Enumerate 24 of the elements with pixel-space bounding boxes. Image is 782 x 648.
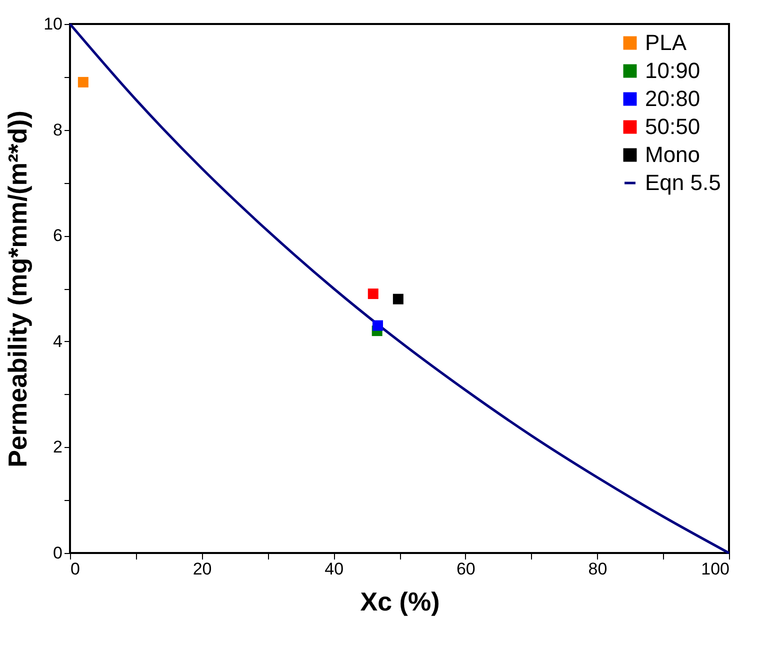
legend-label: 20:80 — [645, 86, 700, 111]
x-tick-label: 40 — [324, 560, 344, 578]
legend-label: Eqn 5.5 — [645, 170, 721, 195]
y-tick-label: 2 — [53, 438, 62, 457]
x-tick-label: 20 — [192, 560, 212, 578]
x-axis-title: Xc (%) — [360, 586, 440, 616]
point — [392, 294, 404, 304]
y-axis-title: Permeability (mg*mm/(m²*d)) — [2, 110, 33, 468]
y-tick-label: 0 — [53, 544, 62, 562]
x-tick-label: 60 — [456, 560, 476, 578]
point — [368, 288, 378, 300]
point — [372, 320, 383, 331]
legend-label: 50:50 — [645, 114, 700, 139]
x-tick-label: 80 — [588, 560, 608, 578]
legend-label: 10:90 — [645, 58, 700, 83]
y-tick-label: 6 — [53, 226, 62, 246]
y-tick-label: 8 — [53, 120, 62, 140]
point — [78, 76, 88, 88]
y-tick-label: 10 — [44, 14, 62, 34]
y-tick-label: 4 — [53, 332, 62, 351]
x-tick-label: 100 — [701, 560, 730, 578]
legend-label: PLA — [645, 30, 687, 55]
x-tick-label: 0 — [70, 560, 80, 578]
legend-label: Mono — [645, 142, 700, 167]
